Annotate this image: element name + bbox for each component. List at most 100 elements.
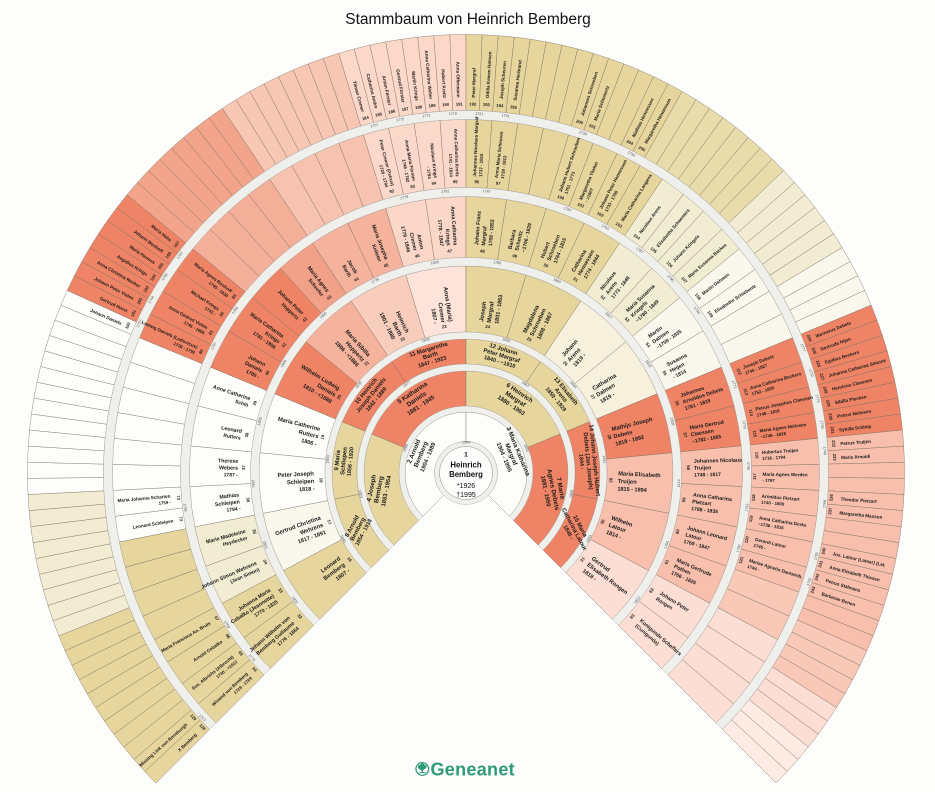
svg-text:161: 161 bbox=[130, 308, 138, 317]
svg-text:113: 113 bbox=[743, 388, 750, 397]
svg-text:129: 129 bbox=[189, 713, 198, 722]
svg-text:Schlö: Schlö bbox=[234, 399, 249, 409]
svg-text:Anton: Anton bbox=[415, 234, 424, 250]
svg-text:128: 128 bbox=[198, 723, 207, 732]
svg-text:- 1814: - 1814 bbox=[672, 369, 688, 381]
svg-text:1: 1 bbox=[464, 452, 468, 459]
svg-text:Anna (Maria): Anna (Maria) bbox=[442, 287, 453, 323]
svg-text:226: 226 bbox=[815, 360, 822, 369]
svg-text:56: 56 bbox=[674, 400, 680, 407]
svg-text:47: 47 bbox=[447, 248, 453, 253]
svg-text:Hubertus Truijen: Hubertus Truijen bbox=[762, 448, 799, 455]
svg-text:19: 19 bbox=[319, 434, 325, 440]
svg-text:163: 163 bbox=[142, 284, 150, 293]
svg-text:1863: 1863 bbox=[521, 380, 530, 388]
svg-text:Maria Agnes Nelissen: Maria Agnes Nelissen bbox=[759, 422, 807, 433]
svg-text:Rutters: Rutters bbox=[298, 430, 319, 441]
svg-text:102: 102 bbox=[596, 210, 605, 218]
svg-text:Claessen: Claessen bbox=[690, 428, 714, 438]
svg-text:Schmitz: Schmitz bbox=[514, 230, 524, 251]
svg-text:1727: 1727 bbox=[198, 714, 207, 723]
svg-text:Nicolaus Krings: Nicolaus Krings bbox=[429, 143, 438, 179]
svg-text:1814: 1814 bbox=[677, 479, 681, 487]
svg-text:1868: 1868 bbox=[569, 490, 575, 499]
svg-text:107: 107 bbox=[680, 276, 689, 285]
svg-text:1768 - 1853: 1768 - 1853 bbox=[488, 219, 496, 246]
svg-text:233: 233 bbox=[832, 454, 837, 462]
svg-text:48: 48 bbox=[480, 248, 486, 253]
svg-text:184: 184 bbox=[361, 114, 370, 121]
svg-text:1806: 1806 bbox=[257, 417, 263, 426]
svg-text:105: 105 bbox=[649, 246, 658, 255]
svg-text:42: 42 bbox=[301, 316, 308, 323]
svg-text:1792: 1792 bbox=[806, 577, 812, 586]
svg-text:Anna Catharina: Anna Catharina bbox=[449, 206, 458, 246]
svg-text:160: 160 bbox=[124, 321, 132, 330]
svg-text:1746: 1746 bbox=[822, 447, 826, 455]
svg-text:36: 36 bbox=[245, 497, 251, 503]
svg-text:Leonard: Leonard bbox=[221, 425, 243, 434]
svg-text:1748 - 1817: 1748 - 1817 bbox=[694, 472, 721, 479]
svg-text:51: 51 bbox=[572, 276, 579, 283]
svg-text:228: 228 bbox=[822, 386, 829, 395]
svg-text:100: 100 bbox=[557, 194, 566, 201]
svg-text:Truijen: Truijen bbox=[618, 479, 638, 486]
svg-text:1782: 1782 bbox=[744, 503, 749, 512]
svg-text:1780 -: 1780 - bbox=[245, 369, 261, 381]
svg-text:1772: 1772 bbox=[731, 380, 737, 389]
svg-text:Anna Offermann: Anna Offermann bbox=[455, 62, 461, 98]
svg-text:Rutters: Rutters bbox=[223, 433, 242, 442]
svg-text:1727: 1727 bbox=[136, 319, 143, 328]
svg-text:109: 109 bbox=[706, 310, 714, 319]
svg-text:1784: 1784 bbox=[183, 503, 188, 512]
svg-text:Anna Catharina Kreitz: Anna Catharina Kreitz bbox=[453, 129, 460, 178]
svg-text:7 Maria: 7 Maria bbox=[555, 477, 566, 500]
svg-text:65: 65 bbox=[237, 650, 244, 657]
svg-text:Margaretha Masson: Margaretha Masson bbox=[839, 510, 883, 519]
svg-text:9 Maria: 9 Maria bbox=[334, 449, 342, 471]
svg-text:1767: 1767 bbox=[483, 189, 491, 194]
svg-text:103: 103 bbox=[615, 221, 624, 229]
svg-text:240: 240 bbox=[820, 546, 827, 555]
svg-text:1839: 1839 bbox=[421, 337, 430, 343]
svg-text:1904: 1904 bbox=[462, 441, 470, 445]
svg-text:116: 116 bbox=[754, 452, 759, 460]
svg-text:194: 194 bbox=[496, 103, 504, 109]
svg-text:1787: 1787 bbox=[635, 246, 644, 254]
svg-text:Sybilla Schleip: Sybilla Schleip bbox=[839, 424, 872, 433]
svg-text:Maria Johanna Scharten: Maria Johanna Scharten bbox=[117, 494, 171, 504]
svg-text:Johann Franz: Johann Franz bbox=[474, 210, 483, 245]
svg-text:Petrus Truijen: Petrus Truijen bbox=[840, 439, 871, 446]
svg-text:~1746 - 1826: ~1746 - 1826 bbox=[760, 431, 787, 440]
svg-text:Webers: Webers bbox=[219, 465, 238, 471]
svg-text:*1926: *1926 bbox=[457, 483, 475, 490]
svg-text:1843: 1843 bbox=[325, 455, 330, 464]
svg-text:1737 - 1815: 1737 - 1815 bbox=[478, 153, 484, 177]
svg-text:1844: 1844 bbox=[569, 380, 577, 389]
svg-text:112: 112 bbox=[736, 367, 743, 376]
svg-text:1779: 1779 bbox=[815, 394, 821, 403]
svg-text:- >1807: - >1807 bbox=[584, 187, 595, 203]
svg-text:225: 225 bbox=[811, 347, 818, 356]
svg-text:1787: 1787 bbox=[563, 206, 572, 213]
svg-text:1769: 1769 bbox=[223, 620, 231, 629]
svg-text:Martin Krings: Martin Krings bbox=[411, 71, 420, 101]
svg-text:Barth: Barth bbox=[340, 264, 352, 278]
svg-text:Maria Elisabeth: Maria Elisabeth bbox=[618, 471, 661, 479]
svg-text:Maria Arnoldi: Maria Arnoldi bbox=[841, 454, 870, 460]
svg-text:185: 185 bbox=[375, 111, 384, 118]
svg-text:83: 83 bbox=[231, 293, 238, 300]
svg-text:1903: 1903 bbox=[523, 443, 530, 452]
svg-text:Anna Catharina Weller: Anna Catharina Weller bbox=[424, 50, 433, 99]
svg-text:Schleipen: Schleipen bbox=[215, 499, 241, 508]
svg-text:121: 121 bbox=[738, 555, 745, 564]
svg-text:31: 31 bbox=[579, 555, 586, 562]
svg-text:1796: 1796 bbox=[693, 306, 701, 315]
svg-text:73: 73 bbox=[176, 495, 181, 501]
svg-text:1744: 1744 bbox=[147, 295, 154, 304]
svg-text:1778 - 1847: 1778 - 1847 bbox=[436, 219, 444, 246]
svg-text:1790: 1790 bbox=[493, 260, 502, 265]
svg-text:1800: 1800 bbox=[552, 277, 561, 284]
svg-text:Debets (Jan Joseph): Debets (Jan Joseph) bbox=[582, 432, 594, 490]
svg-text:230: 230 bbox=[828, 413, 834, 421]
